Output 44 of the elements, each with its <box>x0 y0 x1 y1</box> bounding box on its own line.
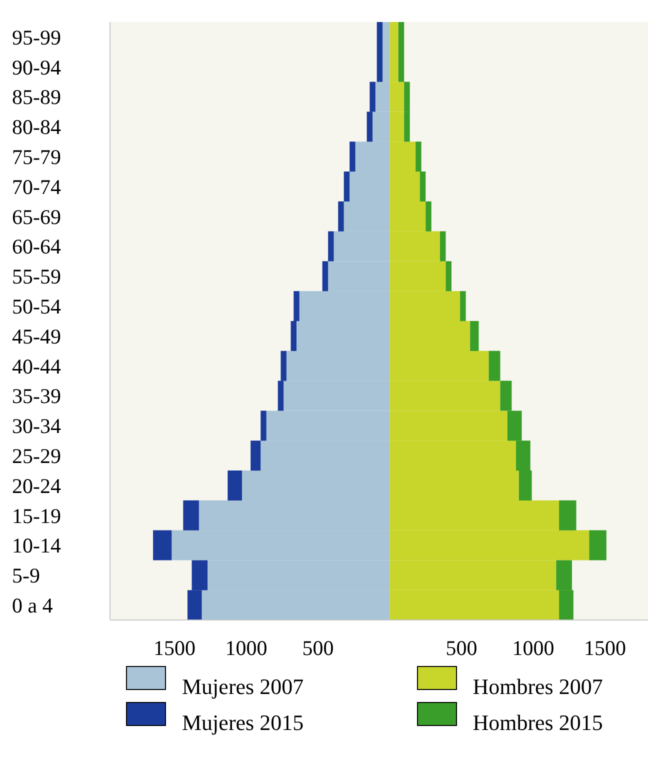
y-tick-label: 95-99 <box>12 25 61 50</box>
legend-label: Mujeres 2007 <box>182 674 304 700</box>
bar <box>470 321 479 351</box>
x-tick-label: 500 <box>302 636 334 660</box>
x-tick-label: 1500 <box>154 636 196 660</box>
y-tick-label: 90-94 <box>12 55 62 80</box>
y-tick-label: 30-34 <box>12 414 62 438</box>
bar <box>153 530 172 560</box>
bar <box>338 201 344 232</box>
bar <box>250 440 261 471</box>
y-tick-label: 0 a 4 <box>12 594 54 618</box>
legend-label: Mujeres 2015 <box>182 710 304 736</box>
bar <box>589 530 606 560</box>
legend-label: Hombres 2007 <box>472 674 603 700</box>
bar <box>460 291 466 322</box>
x-tick-label: 1000 <box>225 636 268 660</box>
bar <box>260 410 266 441</box>
y-tick-label: 25-29 <box>12 444 61 468</box>
bar <box>183 500 199 530</box>
y-tick-label: 70-74 <box>12 174 62 199</box>
bar <box>426 201 432 232</box>
y-tick-label: 45-49 <box>12 324 61 348</box>
y-tick-label: 55-59 <box>12 264 61 289</box>
y-tick-label: 5-9 <box>12 564 40 588</box>
y-tick-label: 20-24 <box>12 474 62 498</box>
bar <box>559 500 576 530</box>
y-tick-label: 75-79 <box>12 145 61 170</box>
y-tick-label: 60-64 <box>12 234 62 259</box>
x-tick-label: 1000 <box>512 636 554 660</box>
y-tick-label: 15-19 <box>12 504 61 528</box>
x-tick-label: 500 <box>446 636 478 660</box>
x-tick-label: 1500 <box>584 636 626 660</box>
y-tick-label: 10-14 <box>12 534 62 558</box>
legend-label: Hombres 2015 <box>472 710 603 736</box>
y-tick-label: 65-69 <box>12 204 61 229</box>
bar <box>344 172 350 202</box>
y-tick-label: 35-39 <box>12 384 61 408</box>
y-tick-label: 40-44 <box>12 354 62 378</box>
y-tick-label: 85-89 <box>12 85 61 110</box>
bar <box>350 142 356 172</box>
bar <box>228 470 242 500</box>
bar <box>488 350 500 381</box>
y-tick-label: 80-84 <box>12 115 62 140</box>
y-tick-label: 50-54 <box>12 294 62 319</box>
